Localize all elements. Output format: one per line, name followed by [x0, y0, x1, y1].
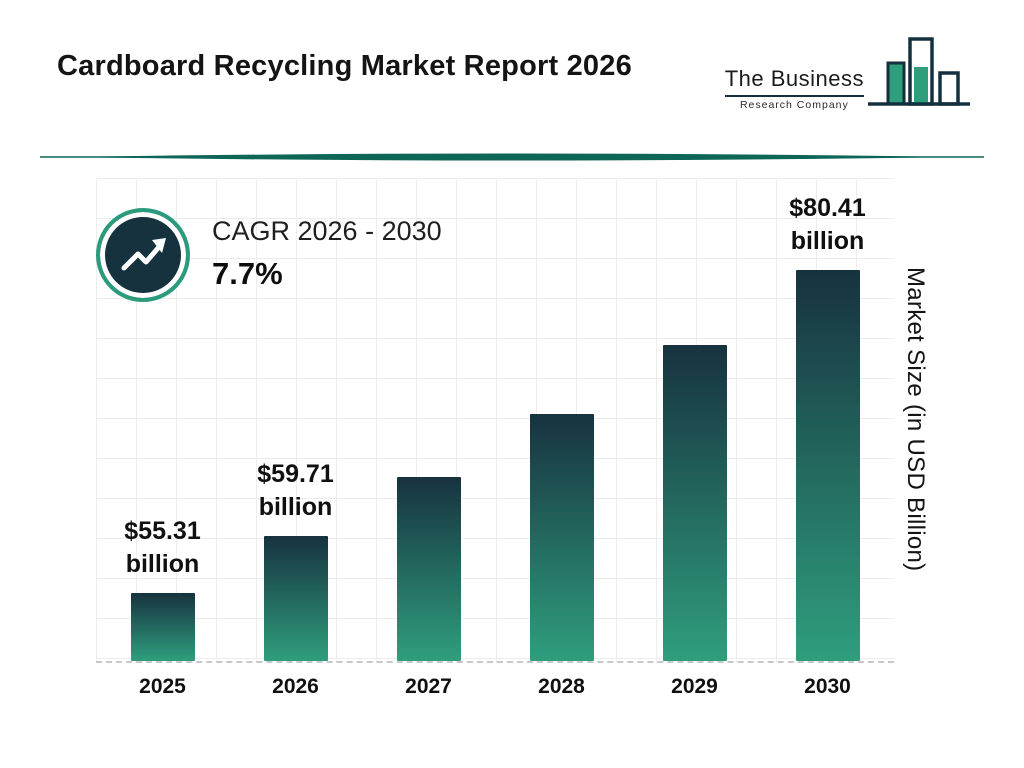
x-axis-label-2028: 2028 — [538, 675, 585, 698]
bar-column-2029 — [628, 178, 761, 661]
bar-2029 — [662, 345, 727, 661]
trend-arrow-icon — [96, 208, 190, 302]
bar-2030 — [795, 270, 860, 661]
page-title: Cardboard Recycling Market Report 2026 — [57, 50, 632, 82]
logo-bar-chart-icon — [868, 37, 970, 106]
bar-2025 — [130, 593, 195, 661]
cagr-label: CAGR 2026 - 2030 — [212, 216, 442, 246]
bar-2028 — [529, 414, 594, 661]
bar-value-label-2025: $55.31 billion — [124, 517, 201, 578]
logo-name-line2: Research Company — [739, 99, 849, 111]
logo-name-line1: The Business — [724, 66, 864, 97]
bar-chart: $55.31 billion $59.71 billion $80.41 billion … — [0, 168, 1024, 728]
bar-column-2025: $55.31 billion — [96, 178, 229, 661]
cagr-badge: CAGR 2026 - 2030 7.7% — [96, 208, 442, 302]
x-axis-label-2026: 2026 — [272, 675, 319, 698]
x-axis-label-2025: 2025 — [139, 675, 186, 698]
x-axis-labels: 2025 2026 2027 2028 2029 2030 — [96, 675, 894, 699]
bar-2027 — [396, 477, 461, 661]
bar-2026 — [263, 536, 328, 661]
divider-line — [40, 153, 984, 161]
cagr-value: 7.7% — [212, 256, 283, 291]
bar-column-2028 — [495, 178, 628, 661]
bar-column-2026: $59.71 billion — [229, 178, 362, 661]
bars-container: $55.31 billion $59.71 billion $80.41 billion — [96, 178, 894, 661]
bar-column-2030: $80.41 billion — [761, 178, 894, 661]
bar-value-label-2030: $80.41 billion — [789, 194, 866, 255]
company-logo: The Business Research Company — [724, 36, 972, 114]
plot-area: $55.31 billion $59.71 billion $80.41 billion — [96, 178, 894, 663]
x-axis-label-2030: 2030 — [804, 675, 851, 698]
cagr-text: CAGR 2026 - 2030 7.7% — [212, 216, 442, 292]
y-axis-label: Market Size (in USD Billion) — [902, 267, 929, 572]
bar-column-2027 — [362, 178, 495, 661]
logo-text: The Business Research Company — [724, 66, 864, 111]
bar-value-label-2026: $59.71 billion — [257, 460, 334, 521]
x-axis-label-2029: 2029 — [671, 675, 718, 698]
x-axis-label-2027: 2027 — [405, 675, 452, 698]
